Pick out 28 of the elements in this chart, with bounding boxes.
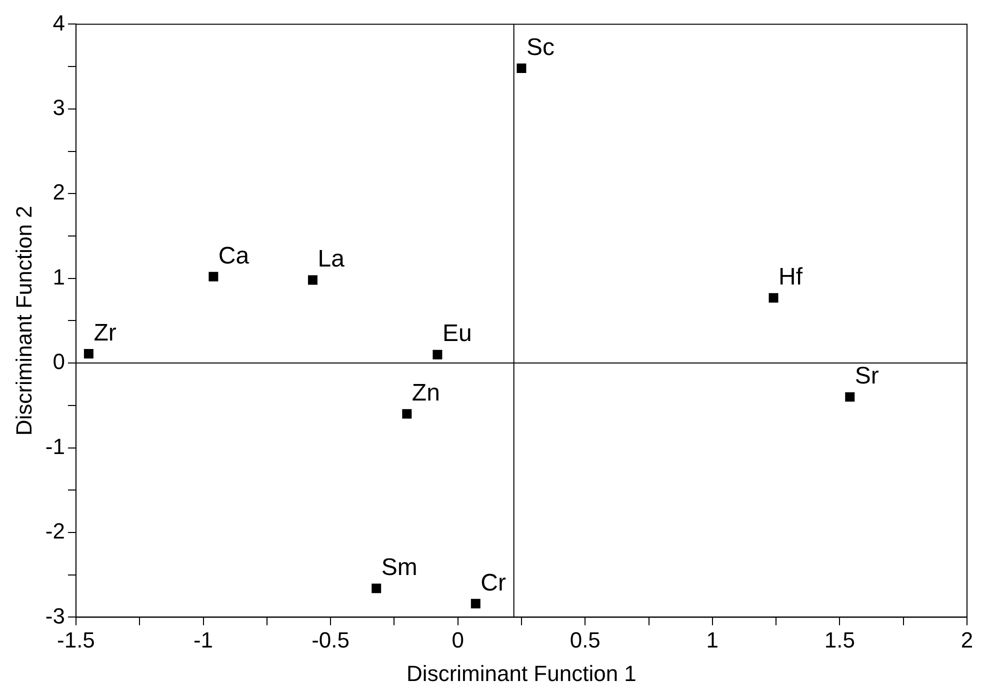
- x-axis-title: Discriminant Function 1: [406, 660, 636, 686]
- y-tick-label: -2: [45, 518, 65, 544]
- y-axis-title: Discriminant Function 2: [11, 206, 36, 436]
- x-tick-label: -1.5: [57, 627, 95, 652]
- y-tick-label: 0: [52, 349, 65, 374]
- y-tick-label: 4: [52, 10, 65, 36]
- y-tick-label: 2: [52, 180, 65, 205]
- annotation: Sr: [854, 362, 879, 390]
- annotation: La: [318, 246, 346, 273]
- annotation: Cr: [480, 569, 506, 596]
- annotation: Zn: [412, 380, 440, 407]
- x-tick-label: 0.5: [570, 627, 600, 652]
- x-tick-label: 0: [452, 627, 464, 652]
- x-tick-label: 1.5: [824, 627, 856, 652]
- y-tick-label: -3: [45, 603, 65, 628]
- x-tick-label: -0.5: [312, 627, 350, 652]
- y-tick-label: 3: [52, 94, 65, 120]
- annotation: Sc: [526, 34, 554, 61]
- y-tick-label: -1: [45, 434, 65, 459]
- x-tick-label: 2: [960, 627, 974, 652]
- x-tick-label: -1: [193, 627, 214, 652]
- annotation: Sm: [381, 554, 418, 582]
- annotation: Hf: [778, 263, 803, 290]
- y-tick-label: 1: [52, 264, 65, 290]
- annotation: Zr: [94, 319, 116, 346]
- annotation: Ca: [218, 242, 250, 270]
- annotation: Eu: [442, 320, 472, 348]
- x-tick-label: 1: [706, 627, 719, 652]
